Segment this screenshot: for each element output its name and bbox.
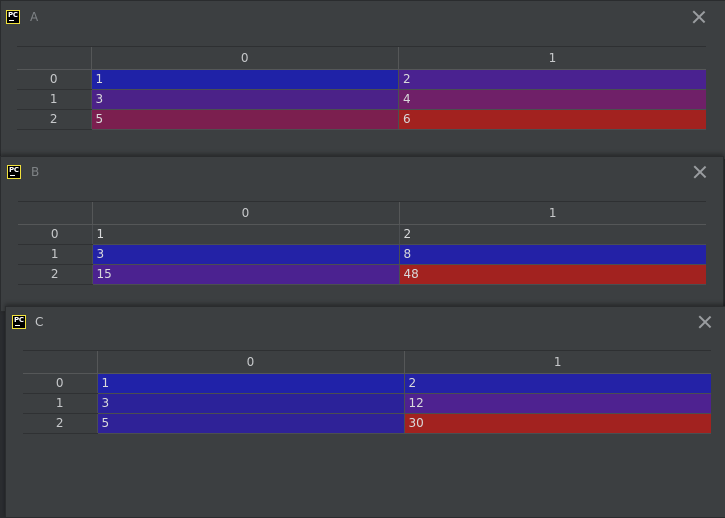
window-titlebar[interactable]: PC B xyxy=(1,157,723,187)
row-index[interactable]: 0 xyxy=(17,69,91,90)
table-header-row: 0 1 xyxy=(18,202,706,225)
table-header-row: 0 1 xyxy=(17,47,706,70)
corner-header xyxy=(18,202,92,225)
dataframe-window-c: PC C 0 1 0 1 2 1 3 xyxy=(5,306,725,518)
pycharm-logo-icon: PC xyxy=(12,315,26,329)
close-icon[interactable] xyxy=(693,165,707,179)
row-index[interactable]: 2 xyxy=(18,264,92,285)
column-header[interactable]: 1 xyxy=(398,202,706,225)
row-index[interactable]: 1 xyxy=(18,244,92,265)
table-row: 2 5 30 xyxy=(23,413,711,434)
column-header[interactable]: 0 xyxy=(91,202,399,225)
table-cell[interactable]: 12 xyxy=(403,393,711,414)
close-icon[interactable] xyxy=(692,10,706,24)
data-table: 0 1 0 1 2 1 3 12 2 5 30 xyxy=(23,350,711,434)
table-row: 2 15 48 xyxy=(18,264,706,285)
corner-header xyxy=(23,351,97,374)
column-header[interactable]: 0 xyxy=(90,47,399,70)
row-index[interactable]: 2 xyxy=(17,109,91,130)
window-title: A xyxy=(30,10,39,24)
table-cell[interactable]: 8 xyxy=(398,244,706,265)
table-cell[interactable]: 15 xyxy=(91,264,399,285)
row-index[interactable]: 0 xyxy=(18,224,92,245)
pycharm-logo-icon: PC xyxy=(7,165,21,179)
table-row: 1 3 8 xyxy=(18,244,706,265)
pycharm-logo-icon: PC xyxy=(6,10,20,24)
table-cell[interactable]: 3 xyxy=(90,89,399,110)
table-row: 0 1 2 xyxy=(23,373,711,394)
table-row: 0 1 2 xyxy=(18,224,706,245)
table-cell[interactable]: 1 xyxy=(90,69,399,90)
table-cell[interactable]: 3 xyxy=(91,244,399,265)
table-cell[interactable]: 2 xyxy=(398,69,706,90)
table-cell[interactable]: 1 xyxy=(91,224,399,245)
window-titlebar[interactable]: PC A xyxy=(1,1,725,31)
table-row: 0 1 2 xyxy=(17,69,706,90)
table-row: 1 3 12 xyxy=(23,393,711,414)
table-header-row: 0 1 xyxy=(23,351,711,374)
dataframe-window-a: PC A 0 1 0 1 2 1 3 xyxy=(0,0,725,160)
data-table: 0 1 0 1 2 1 3 8 2 15 48 xyxy=(18,201,706,285)
row-index[interactable]: 2 xyxy=(23,413,97,434)
table-cell[interactable]: 1 xyxy=(96,373,404,394)
dataframe-window-b: PC B 0 1 0 1 2 1 3 xyxy=(0,156,724,312)
table-cell[interactable]: 48 xyxy=(398,264,706,285)
window-title: B xyxy=(31,165,40,179)
column-header[interactable]: 1 xyxy=(398,47,706,70)
table-cell[interactable]: 30 xyxy=(403,413,711,434)
table-row: 1 3 4 xyxy=(17,89,706,110)
table-cell[interactable]: 5 xyxy=(90,109,399,130)
close-icon[interactable] xyxy=(698,315,712,329)
table-cell[interactable]: 3 xyxy=(96,393,404,414)
table-cell[interactable]: 4 xyxy=(398,89,706,110)
corner-header xyxy=(17,47,91,70)
column-header[interactable]: 1 xyxy=(403,351,711,374)
row-index[interactable]: 1 xyxy=(23,393,97,414)
row-index[interactable]: 0 xyxy=(23,373,97,394)
table-cell[interactable]: 5 xyxy=(96,413,404,434)
table-row: 2 5 6 xyxy=(17,109,706,130)
table-cell[interactable]: 2 xyxy=(403,373,711,394)
window-titlebar[interactable]: PC C xyxy=(6,307,725,337)
data-table: 0 1 0 1 2 1 3 4 2 5 6 xyxy=(17,46,706,130)
window-title: C xyxy=(35,315,44,329)
column-header[interactable]: 0 xyxy=(96,351,404,374)
table-cell[interactable]: 6 xyxy=(398,109,706,130)
row-index[interactable]: 1 xyxy=(17,89,91,110)
table-cell[interactable]: 2 xyxy=(398,224,706,245)
